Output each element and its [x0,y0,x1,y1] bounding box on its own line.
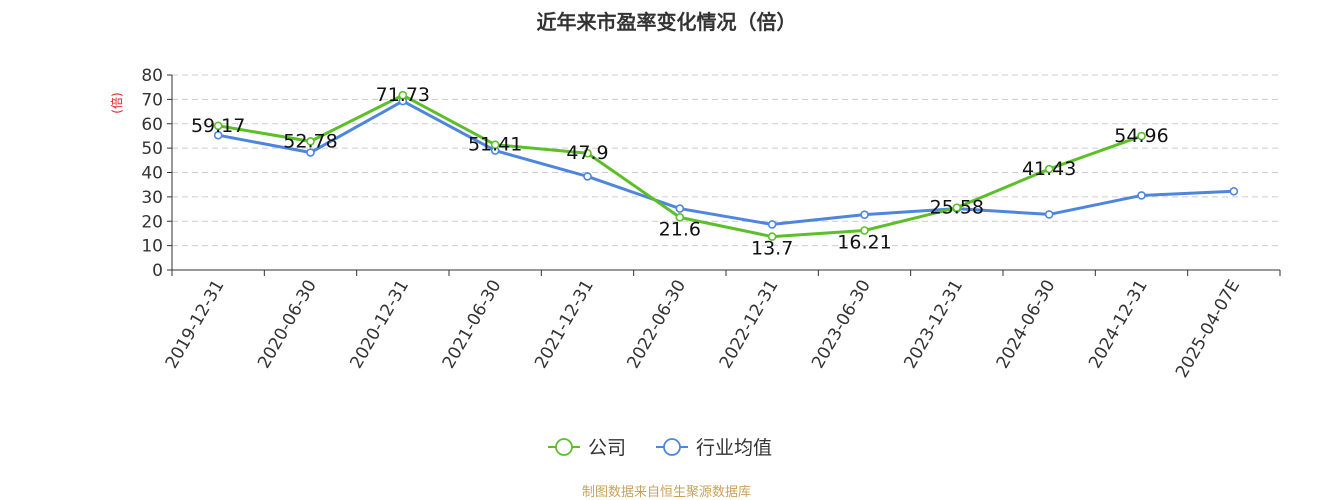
x-tick-label: 2024-12-31 [1085,277,1152,373]
x-tick-label: 2020-12-31 [346,277,413,373]
data-labels: 59.17 52.78 71.73 51.41 47.9 21.6 13.7 16.21 25.… [191,84,1169,259]
legend-label: 行业均值 [696,437,772,459]
y-axis-label: (倍) [109,92,124,113]
x-tick-label: 2021-06-30 [439,276,506,372]
data-point [398,90,408,100]
data-label: 21.6 [659,218,701,240]
y-tick-label: 50 [141,139,163,159]
data-label: 47.9 [566,142,608,164]
y-tick-label: 0 [152,261,163,281]
data-point [306,137,315,146]
data-label: 25.58 [930,197,984,219]
y-tick-label: 80 [141,66,163,86]
data-point [213,121,223,131]
x-tick-label: 2021-12-31 [531,277,598,373]
data-label: 41.43 [1022,158,1076,180]
legend-label: 公司 [588,437,626,459]
series-company [213,90,1146,241]
x-tick-label: 2023-12-31 [900,276,967,372]
x-tick-label: 2022-06-30 [623,277,690,373]
x-tick-label: 2020-06-30 [254,277,321,373]
source-note: 制图数据来自恒生聚源数据库 [581,485,751,500]
y-tick-label: 60 [141,115,163,135]
data-label: 59.17 [191,115,245,137]
data-point [675,213,685,222]
y-tick-label: 30 [141,188,163,208]
legend-marker [555,438,573,456]
legend-marker [663,438,681,456]
x-tick-label: 2024-06-30 [993,277,1060,373]
y-tick-label: 20 [141,212,163,232]
y-tick-label: 40 [141,164,163,184]
data-point [952,203,962,212]
data-label: 54.96 [1114,125,1168,147]
data-point [1229,186,1239,196]
grid-lines [172,74,1280,247]
data-point [1137,191,1146,200]
data-point [1044,210,1054,219]
data-label: 51.41 [468,134,522,156]
y-tick-label: 10 [141,237,163,257]
data-point [583,148,592,158]
y-tick-label: 70 [141,90,163,110]
data-label: 13.7 [751,238,793,260]
data-point [306,148,315,157]
data-point [675,204,685,213]
data-point [1137,131,1146,141]
x-tick-label: 2022-12-31 [716,277,783,373]
chart-title: 近年来市盈率变化情况（倍） [536,10,797,34]
data-point [767,220,777,229]
legend-item-industry-average: 行业均值 [656,437,772,459]
data-point [213,130,223,140]
x-tick-label: 2019-12-31 [162,277,229,373]
legend: 公司 行业均值 [548,437,772,459]
data-label: 52.78 [283,130,337,152]
data-label: 71.73 [376,84,430,106]
data-point [583,172,592,181]
series-layer [213,90,1239,241]
x-tick-label: 2023-06-30 [808,277,875,373]
series-industry-average [213,96,1239,229]
data-point [767,232,777,241]
data-point [860,210,869,219]
x-axis-ticks: 2019-12-31 2020-06-30 2020-12-31 2021-06-30… [162,270,1281,382]
data-point [1044,164,1054,174]
data-point [490,140,500,149]
data-label: 16.21 [837,231,891,253]
legend-item-company: 公司 [548,437,626,459]
series-line [217,99,1234,226]
y-axis-ticks: 0 10 20 30 40 50 60 70 80 [141,66,172,281]
x-tick-label: 2025-04-07E [1172,277,1244,382]
data-point [860,226,869,235]
